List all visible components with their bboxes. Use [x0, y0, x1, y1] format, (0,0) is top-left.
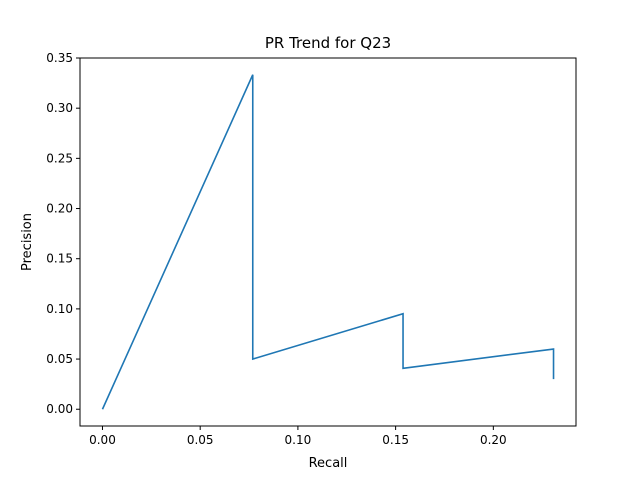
- y-tick-label: 0.15: [46, 252, 73, 266]
- x-tick-label: 0.15: [382, 433, 409, 447]
- y-axis-ticks: 0.00 0.05 0.10 0.15 0.20 0.25 0.30 0.35: [46, 51, 80, 416]
- y-tick-label: 0.30: [46, 101, 73, 115]
- x-tick-label: 0.05: [187, 433, 214, 447]
- y-tick-label: 0.35: [46, 51, 73, 65]
- series-line: [101, 74, 555, 410]
- y-axis-label: Precision: [20, 213, 35, 271]
- x-tick-label: 0.20: [480, 433, 507, 447]
- y-tick-label: 0.05: [46, 352, 73, 366]
- plot-frame: [79, 57, 577, 427]
- y-tick-label: 0.20: [46, 202, 73, 216]
- chart-title: PR Trend for Q23: [265, 34, 391, 52]
- x-tick-label: 0.10: [285, 433, 312, 447]
- y-tick-label: 0.00: [46, 402, 73, 416]
- plot-area: [101, 74, 555, 410]
- y-tick-label: 0.25: [46, 151, 73, 165]
- y-tick-label: 0.10: [46, 302, 73, 316]
- x-axis-label: Recall: [309, 456, 348, 471]
- x-axis-ticks: 0.00 0.05 0.10 0.15 0.20: [89, 426, 507, 447]
- x-tick-label: 0.00: [89, 433, 116, 447]
